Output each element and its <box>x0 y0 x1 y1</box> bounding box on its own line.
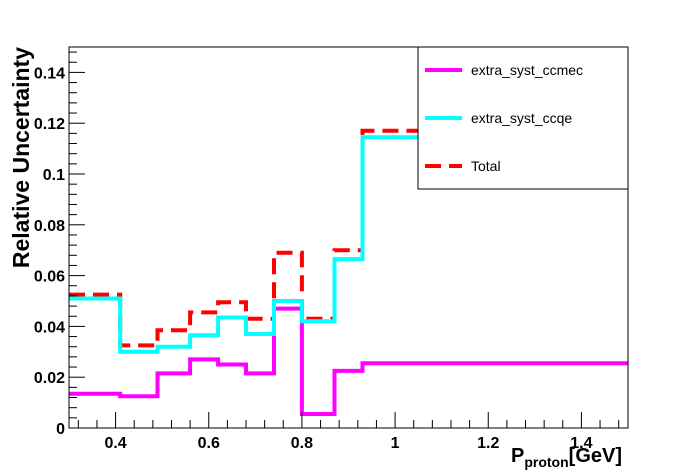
y-tick-label: 0.06 <box>34 269 65 286</box>
x-axis-label-unit: [GeV] <box>569 445 622 467</box>
x-axis-label-main: P <box>511 445 524 467</box>
y-tick-label: 0.04 <box>34 319 65 336</box>
x-axis-label: Pproton[GeV] <box>511 445 622 470</box>
y-tick-label: 0.12 <box>34 116 65 133</box>
series-line-extra-syst-ccmec <box>69 306 628 416</box>
x-tick-label: 1.2 <box>477 435 499 452</box>
x-tick-label: 1 <box>391 435 400 452</box>
y-tick-label: 0 <box>56 421 65 438</box>
plot-frame <box>68 46 629 429</box>
legend-label-ccqe: extra_syst_ccqe <box>471 110 572 126</box>
legend-label-total: Total <box>471 158 501 174</box>
series-layer <box>69 128 628 416</box>
y-tick-label: 0.14 <box>34 65 65 82</box>
legend-entry-ccqe: extra_syst_ccqe <box>425 110 572 126</box>
x-tick-label: 0.4 <box>104 435 126 452</box>
series-line-extra-syst-ccqe <box>69 135 628 354</box>
x-tick-label: 0.8 <box>291 435 313 452</box>
y-tick-label: 0.02 <box>34 370 65 387</box>
legend: extra_syst_ccmec extra_syst_ccqe Total <box>417 46 629 190</box>
legend-label-ccmec: extra_syst_ccmec <box>471 62 583 78</box>
legend-entry-ccmec: extra_syst_ccmec <box>425 62 583 78</box>
y-axis-label: Relative Uncertainty <box>8 47 34 268</box>
x-tick-label: 0.6 <box>198 435 220 452</box>
x-axis-label-sub: proton <box>524 454 568 470</box>
legend-entry-total: Total <box>425 158 501 174</box>
y-tick-label: 0.08 <box>34 218 65 235</box>
y-tick-label: 0.1 <box>43 167 65 184</box>
x-tick-label: 1.4 <box>570 435 592 452</box>
tick-labels: 0 0.02 0.04 0.06 0.08 0.1 0.12 0.14 0.4 0.6 0.8 1 1.… <box>34 65 593 452</box>
tick-marks <box>69 51 620 429</box>
